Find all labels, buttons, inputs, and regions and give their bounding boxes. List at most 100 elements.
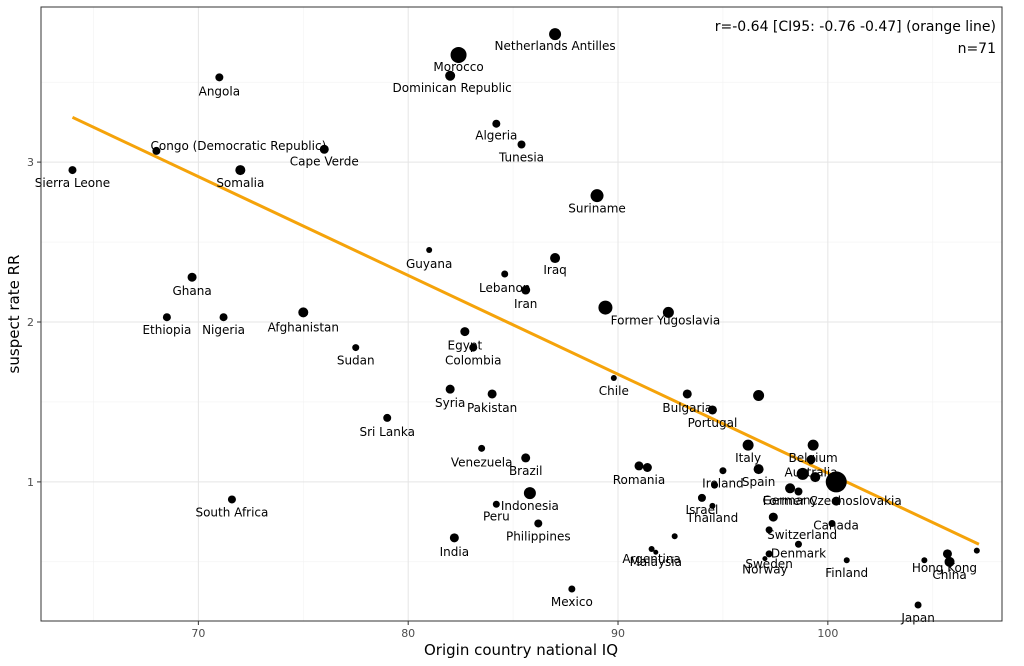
data-point bbox=[762, 556, 768, 562]
data-point bbox=[450, 46, 467, 63]
data-point bbox=[235, 165, 246, 176]
data-point bbox=[227, 495, 236, 504]
data-point bbox=[785, 483, 796, 494]
data-point bbox=[843, 557, 850, 564]
point-label: Afghanistan bbox=[268, 320, 339, 334]
point-label: Thailand bbox=[686, 511, 739, 525]
point-label: Italy bbox=[735, 451, 761, 465]
data-point bbox=[550, 253, 561, 264]
point-label: Australia bbox=[785, 466, 838, 480]
data-point bbox=[187, 272, 197, 282]
point-label: Syria bbox=[435, 396, 465, 410]
plot-background bbox=[41, 7, 1002, 621]
data-point bbox=[921, 557, 928, 564]
point-label: Cape Verde bbox=[290, 154, 359, 168]
data-point bbox=[449, 533, 459, 543]
data-point bbox=[517, 140, 526, 149]
point-label: Denmark bbox=[771, 546, 826, 560]
data-point bbox=[460, 327, 470, 337]
data-point bbox=[794, 540, 802, 548]
point-label: Finland bbox=[825, 566, 868, 580]
point-label: Philippines bbox=[506, 529, 571, 543]
data-point bbox=[478, 444, 486, 452]
regression-line bbox=[71, 115, 980, 546]
data-point bbox=[162, 313, 171, 322]
point-label: Bulgaria bbox=[662, 401, 712, 415]
correlation-annotation: r=-0.64 [CI95: -0.76 -0.47] (orange line… bbox=[715, 19, 996, 35]
point-label: Argentina bbox=[622, 552, 681, 566]
point-label: Sierra Leone bbox=[35, 176, 110, 190]
data-point bbox=[828, 519, 836, 527]
point-label: Indonesia bbox=[501, 499, 559, 513]
y-tick-label: 1 bbox=[27, 476, 34, 489]
data-point bbox=[942, 549, 952, 559]
data-point bbox=[523, 487, 536, 500]
data-point bbox=[765, 550, 773, 558]
x-tick-label: 70 bbox=[191, 627, 205, 640]
point-label: Ireland bbox=[702, 477, 744, 491]
data-point bbox=[352, 344, 360, 352]
point-label: Ethiopia bbox=[142, 323, 191, 337]
point-label: Colombia bbox=[445, 354, 501, 368]
point-label: Pakistan bbox=[467, 401, 517, 415]
data-point bbox=[711, 481, 719, 489]
y-tick-label: 2 bbox=[27, 316, 34, 329]
data-point bbox=[682, 389, 692, 399]
point-label: Japan bbox=[900, 611, 934, 625]
point-label: Sweden bbox=[745, 557, 792, 571]
point-label: Switzerland bbox=[767, 528, 837, 542]
point-label: Spain bbox=[742, 475, 776, 489]
data-point bbox=[807, 439, 819, 451]
point-label: China bbox=[932, 568, 966, 582]
point-label: Guyana bbox=[406, 257, 452, 271]
point-label: Former Yugoslavia bbox=[611, 314, 721, 328]
data-point bbox=[973, 547, 980, 554]
point-label: South Africa bbox=[195, 505, 268, 519]
point-label: Malaysia bbox=[630, 555, 682, 569]
data-point bbox=[215, 73, 224, 82]
point-label: Nigeria bbox=[202, 323, 245, 337]
data-point bbox=[810, 472, 821, 483]
data-point bbox=[742, 439, 754, 451]
point-label: Lebanon bbox=[479, 281, 530, 295]
grid bbox=[41, 7, 1002, 621]
point-label: Sri Lanka bbox=[359, 425, 414, 439]
data-point bbox=[719, 467, 727, 475]
point-label: Iran bbox=[514, 297, 537, 311]
data-point bbox=[697, 493, 706, 502]
data-point bbox=[68, 166, 77, 175]
data-point bbox=[534, 519, 543, 528]
data-point bbox=[492, 119, 501, 128]
data-point bbox=[671, 533, 678, 540]
point-label: Norway bbox=[742, 563, 788, 577]
data-point bbox=[794, 487, 803, 496]
point-label: Hong Kong bbox=[912, 561, 977, 575]
data-point bbox=[319, 144, 329, 154]
data-point bbox=[598, 300, 613, 315]
data-point bbox=[521, 285, 531, 295]
data-point bbox=[653, 549, 659, 555]
data-point bbox=[568, 585, 576, 593]
point-labels: Netherlands Antilles Morocco Dominican Rep… bbox=[35, 39, 977, 625]
point-label: Ghana bbox=[172, 284, 211, 298]
data-point bbox=[152, 146, 161, 155]
data-point bbox=[768, 512, 778, 522]
data-point bbox=[796, 467, 809, 480]
data-point bbox=[753, 464, 764, 475]
data-point bbox=[590, 189, 604, 203]
data-point bbox=[383, 413, 392, 422]
data-point bbox=[487, 389, 497, 399]
point-label: Romania bbox=[613, 473, 665, 487]
data-points bbox=[68, 28, 980, 609]
panel-border bbox=[40, 6, 1003, 622]
data-point bbox=[549, 28, 562, 41]
data-point bbox=[662, 306, 674, 318]
point-label: Angola bbox=[199, 84, 240, 98]
data-point bbox=[944, 556, 955, 567]
point-label: Netherlands Antilles bbox=[495, 39, 616, 53]
y-tick-label: 3 bbox=[27, 156, 34, 169]
x-tick-label: 80 bbox=[401, 627, 415, 640]
point-label: Canada bbox=[813, 518, 859, 532]
data-point bbox=[709, 502, 716, 509]
